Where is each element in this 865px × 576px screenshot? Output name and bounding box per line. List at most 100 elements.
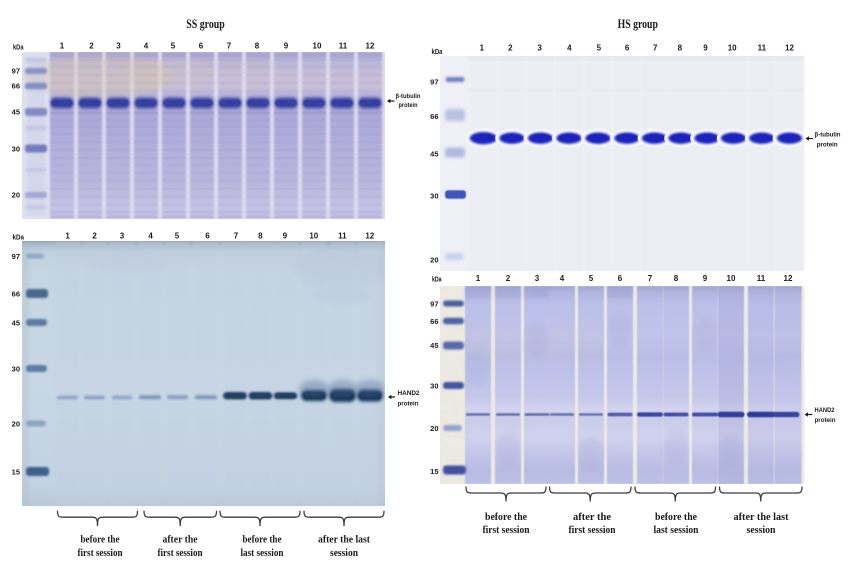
svg-text:5: 5 (589, 274, 594, 283)
svg-text:8: 8 (255, 42, 260, 51)
svg-text:kDa: kDa (432, 277, 442, 284)
svg-text:9: 9 (703, 274, 708, 283)
svg-text:after the last: after the last (734, 511, 789, 523)
svg-text:66: 66 (12, 290, 20, 299)
svg-text:kDa: kDa (432, 49, 443, 56)
svg-text:4: 4 (560, 274, 565, 283)
svg-text:12: 12 (366, 42, 375, 51)
svg-text:11: 11 (338, 232, 347, 241)
svg-text:20: 20 (430, 256, 438, 265)
svg-text:6: 6 (625, 43, 630, 52)
svg-text:3: 3 (537, 43, 542, 52)
svg-text:2: 2 (508, 43, 513, 52)
svg-text:66: 66 (430, 112, 438, 121)
svg-text:10: 10 (727, 274, 736, 283)
svg-text:10: 10 (313, 42, 322, 51)
svg-text:20: 20 (430, 424, 438, 433)
svg-text:HS group: HS group (618, 17, 658, 31)
svg-text:session: session (330, 547, 358, 559)
svg-text:2: 2 (89, 42, 94, 51)
svg-text:7: 7 (234, 232, 239, 241)
svg-text:session: session (747, 524, 776, 536)
svg-text:7: 7 (648, 274, 653, 283)
svg-text:4: 4 (148, 232, 153, 241)
svg-text:after the last: after the last (318, 534, 370, 546)
svg-text:after the: after the (163, 534, 198, 546)
svg-text:1: 1 (476, 274, 481, 283)
svg-text:5: 5 (597, 43, 602, 52)
svg-text:4: 4 (567, 43, 572, 52)
svg-text:10: 10 (728, 43, 737, 52)
svg-text:15: 15 (12, 468, 20, 477)
svg-text:5: 5 (171, 42, 176, 51)
svg-text:9: 9 (283, 232, 288, 241)
svg-text:8: 8 (678, 43, 683, 52)
svg-text:after the: after the (573, 511, 611, 523)
svg-text:β-tubulin: β-tubulin (815, 131, 841, 138)
svg-text:66: 66 (12, 82, 20, 91)
svg-text:2: 2 (506, 274, 511, 283)
svg-text:12: 12 (365, 232, 374, 241)
svg-text:8: 8 (674, 274, 679, 283)
svg-text:3: 3 (116, 42, 121, 51)
svg-text:15: 15 (430, 467, 438, 476)
svg-text:97: 97 (430, 300, 438, 309)
svg-text:HAND2: HAND2 (815, 407, 835, 414)
svg-text:protein: protein (399, 102, 418, 109)
svg-text:20: 20 (12, 420, 20, 429)
svg-text:3: 3 (120, 232, 125, 241)
svg-text:7: 7 (653, 43, 658, 52)
svg-text:11: 11 (757, 274, 766, 283)
svg-text:5: 5 (175, 232, 180, 241)
svg-text:kDa: kDa (13, 45, 24, 52)
svg-text:1: 1 (65, 232, 70, 241)
svg-text:1: 1 (480, 43, 485, 52)
svg-text:10: 10 (309, 232, 318, 241)
svg-text:11: 11 (758, 43, 767, 52)
svg-text:3: 3 (535, 274, 540, 283)
svg-text:97: 97 (12, 252, 20, 261)
svg-text:first session: first session (483, 524, 530, 536)
svg-text:before the: before the (485, 511, 527, 523)
svg-text:protein: protein (815, 417, 836, 424)
svg-text:6: 6 (199, 42, 204, 51)
svg-text:30: 30 (430, 382, 438, 391)
svg-text:first session: first session (158, 547, 203, 559)
svg-text:45: 45 (430, 150, 438, 159)
svg-text:before the: before the (243, 534, 282, 546)
svg-text:20: 20 (12, 191, 20, 200)
svg-text:45: 45 (430, 341, 438, 350)
svg-text:12: 12 (784, 274, 793, 283)
svg-text:30: 30 (430, 192, 438, 201)
svg-text:last session: last session (241, 547, 284, 559)
svg-text:protein: protein (817, 141, 838, 148)
svg-text:2: 2 (92, 232, 97, 241)
svg-text:6: 6 (205, 232, 210, 241)
svg-text:97: 97 (12, 67, 20, 76)
svg-text:first session: first session (569, 524, 616, 536)
svg-text:before the: before the (81, 534, 120, 546)
svg-text:6: 6 (618, 274, 623, 283)
svg-text:30: 30 (12, 365, 20, 374)
svg-text:kDa: kDa (13, 235, 25, 242)
svg-text:4: 4 (144, 42, 149, 51)
svg-text:HAND2: HAND2 (398, 390, 420, 397)
svg-text:11: 11 (339, 42, 348, 51)
svg-text:1: 1 (60, 42, 65, 51)
svg-text:β-tubulin: β-tubulin (396, 93, 421, 100)
svg-text:30: 30 (12, 145, 20, 154)
svg-text:protein: protein (398, 401, 419, 408)
svg-text:first session: first session (78, 547, 123, 559)
svg-text:SS group: SS group (186, 17, 225, 31)
svg-text:9: 9 (703, 43, 708, 52)
svg-text:8: 8 (258, 232, 263, 241)
svg-text:before the: before the (655, 511, 697, 523)
svg-text:45: 45 (12, 319, 20, 328)
svg-text:9: 9 (284, 42, 289, 51)
svg-text:7: 7 (227, 42, 232, 51)
svg-text:97: 97 (430, 78, 438, 87)
svg-text:last session: last session (654, 524, 699, 536)
svg-text:45: 45 (12, 108, 20, 117)
svg-text:66: 66 (430, 317, 438, 326)
svg-text:12: 12 (785, 43, 794, 52)
